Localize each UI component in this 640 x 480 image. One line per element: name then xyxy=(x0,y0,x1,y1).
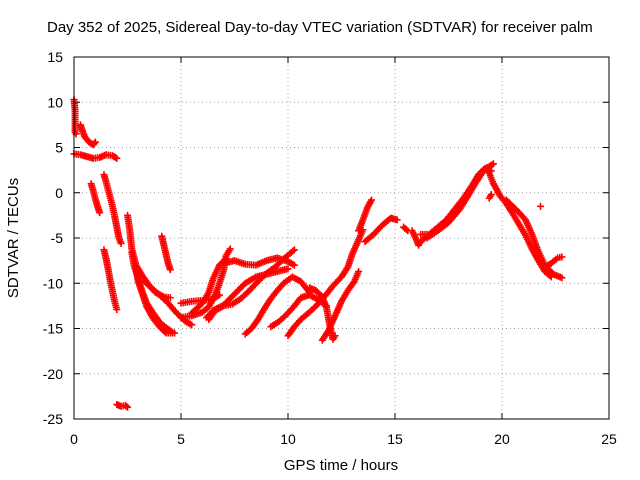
series-arc-d xyxy=(87,180,104,217)
data-point xyxy=(331,332,339,340)
x-tick-label: 10 xyxy=(280,431,296,447)
data-point xyxy=(289,247,297,255)
x-tick-label: 0 xyxy=(70,431,78,447)
y-tick-label: -20 xyxy=(43,366,63,382)
y-tick-label: -15 xyxy=(43,321,63,337)
data-point xyxy=(91,138,99,146)
series-arc-r xyxy=(205,246,298,323)
series-arc-ag xyxy=(537,202,545,210)
data-point xyxy=(113,305,121,313)
series-arc-y xyxy=(361,214,401,246)
y-tick-label: 0 xyxy=(55,185,63,201)
data-point xyxy=(558,253,566,261)
data-point xyxy=(90,139,98,147)
series-arc-l xyxy=(158,232,174,274)
series-arc-j xyxy=(132,264,179,337)
x-tick-label: 25 xyxy=(601,431,617,447)
series-arc-w xyxy=(318,267,363,344)
series-arc-af xyxy=(485,191,495,202)
data-point xyxy=(96,209,104,217)
x-tick-label: 20 xyxy=(494,431,510,447)
data-point xyxy=(290,246,298,254)
x-tick-label: 5 xyxy=(177,431,185,447)
data-point xyxy=(166,266,174,274)
y-tick-label: -25 xyxy=(43,411,63,427)
y-tick-label: 5 xyxy=(55,140,63,156)
y-tick-label: -10 xyxy=(43,275,63,291)
data-point xyxy=(111,153,119,161)
data-point xyxy=(290,261,298,269)
data-point xyxy=(489,160,497,168)
data-point xyxy=(188,321,196,329)
x-tick-label: 15 xyxy=(387,431,403,447)
series-arc-z xyxy=(400,223,412,235)
chart-title: Day 352 of 2025, Sidereal Day-to-day VTE… xyxy=(47,19,593,36)
series-arc-a xyxy=(70,96,80,138)
series-arc-g xyxy=(113,401,131,411)
y-tick-label: 10 xyxy=(47,94,63,110)
data-point xyxy=(558,274,566,282)
grid xyxy=(74,57,609,419)
data-point xyxy=(355,267,363,275)
data-points xyxy=(70,96,566,411)
y-axis-title: SDTVAR / TECUs xyxy=(5,178,22,298)
series-arc-c xyxy=(76,121,99,149)
series-arc-f xyxy=(100,246,121,313)
data-point xyxy=(122,402,130,410)
series-arc-e xyxy=(100,171,125,247)
data-point xyxy=(161,328,169,336)
y-tick-label: 15 xyxy=(47,49,63,65)
series-arc-x xyxy=(355,196,375,235)
data-point xyxy=(226,245,234,253)
data-point xyxy=(171,329,179,337)
series-arc-ae xyxy=(502,196,566,282)
data-point xyxy=(488,161,496,169)
y-tick-label: -5 xyxy=(51,230,64,246)
series-arc-ah xyxy=(541,253,566,271)
data-point xyxy=(487,191,495,199)
series-arc-s xyxy=(241,273,313,338)
series-arc-b xyxy=(70,150,121,162)
data-point xyxy=(402,226,410,234)
data-point xyxy=(537,202,545,210)
data-point xyxy=(124,403,131,411)
data-point xyxy=(367,196,375,204)
data-point xyxy=(166,294,174,302)
data-point xyxy=(117,239,125,247)
data-point xyxy=(284,265,292,273)
data-point xyxy=(393,216,401,224)
series-arc-q xyxy=(220,254,298,269)
data-point xyxy=(113,154,121,162)
plot-frame xyxy=(73,56,610,420)
x-axis-title: GPS time / hours xyxy=(284,457,398,474)
